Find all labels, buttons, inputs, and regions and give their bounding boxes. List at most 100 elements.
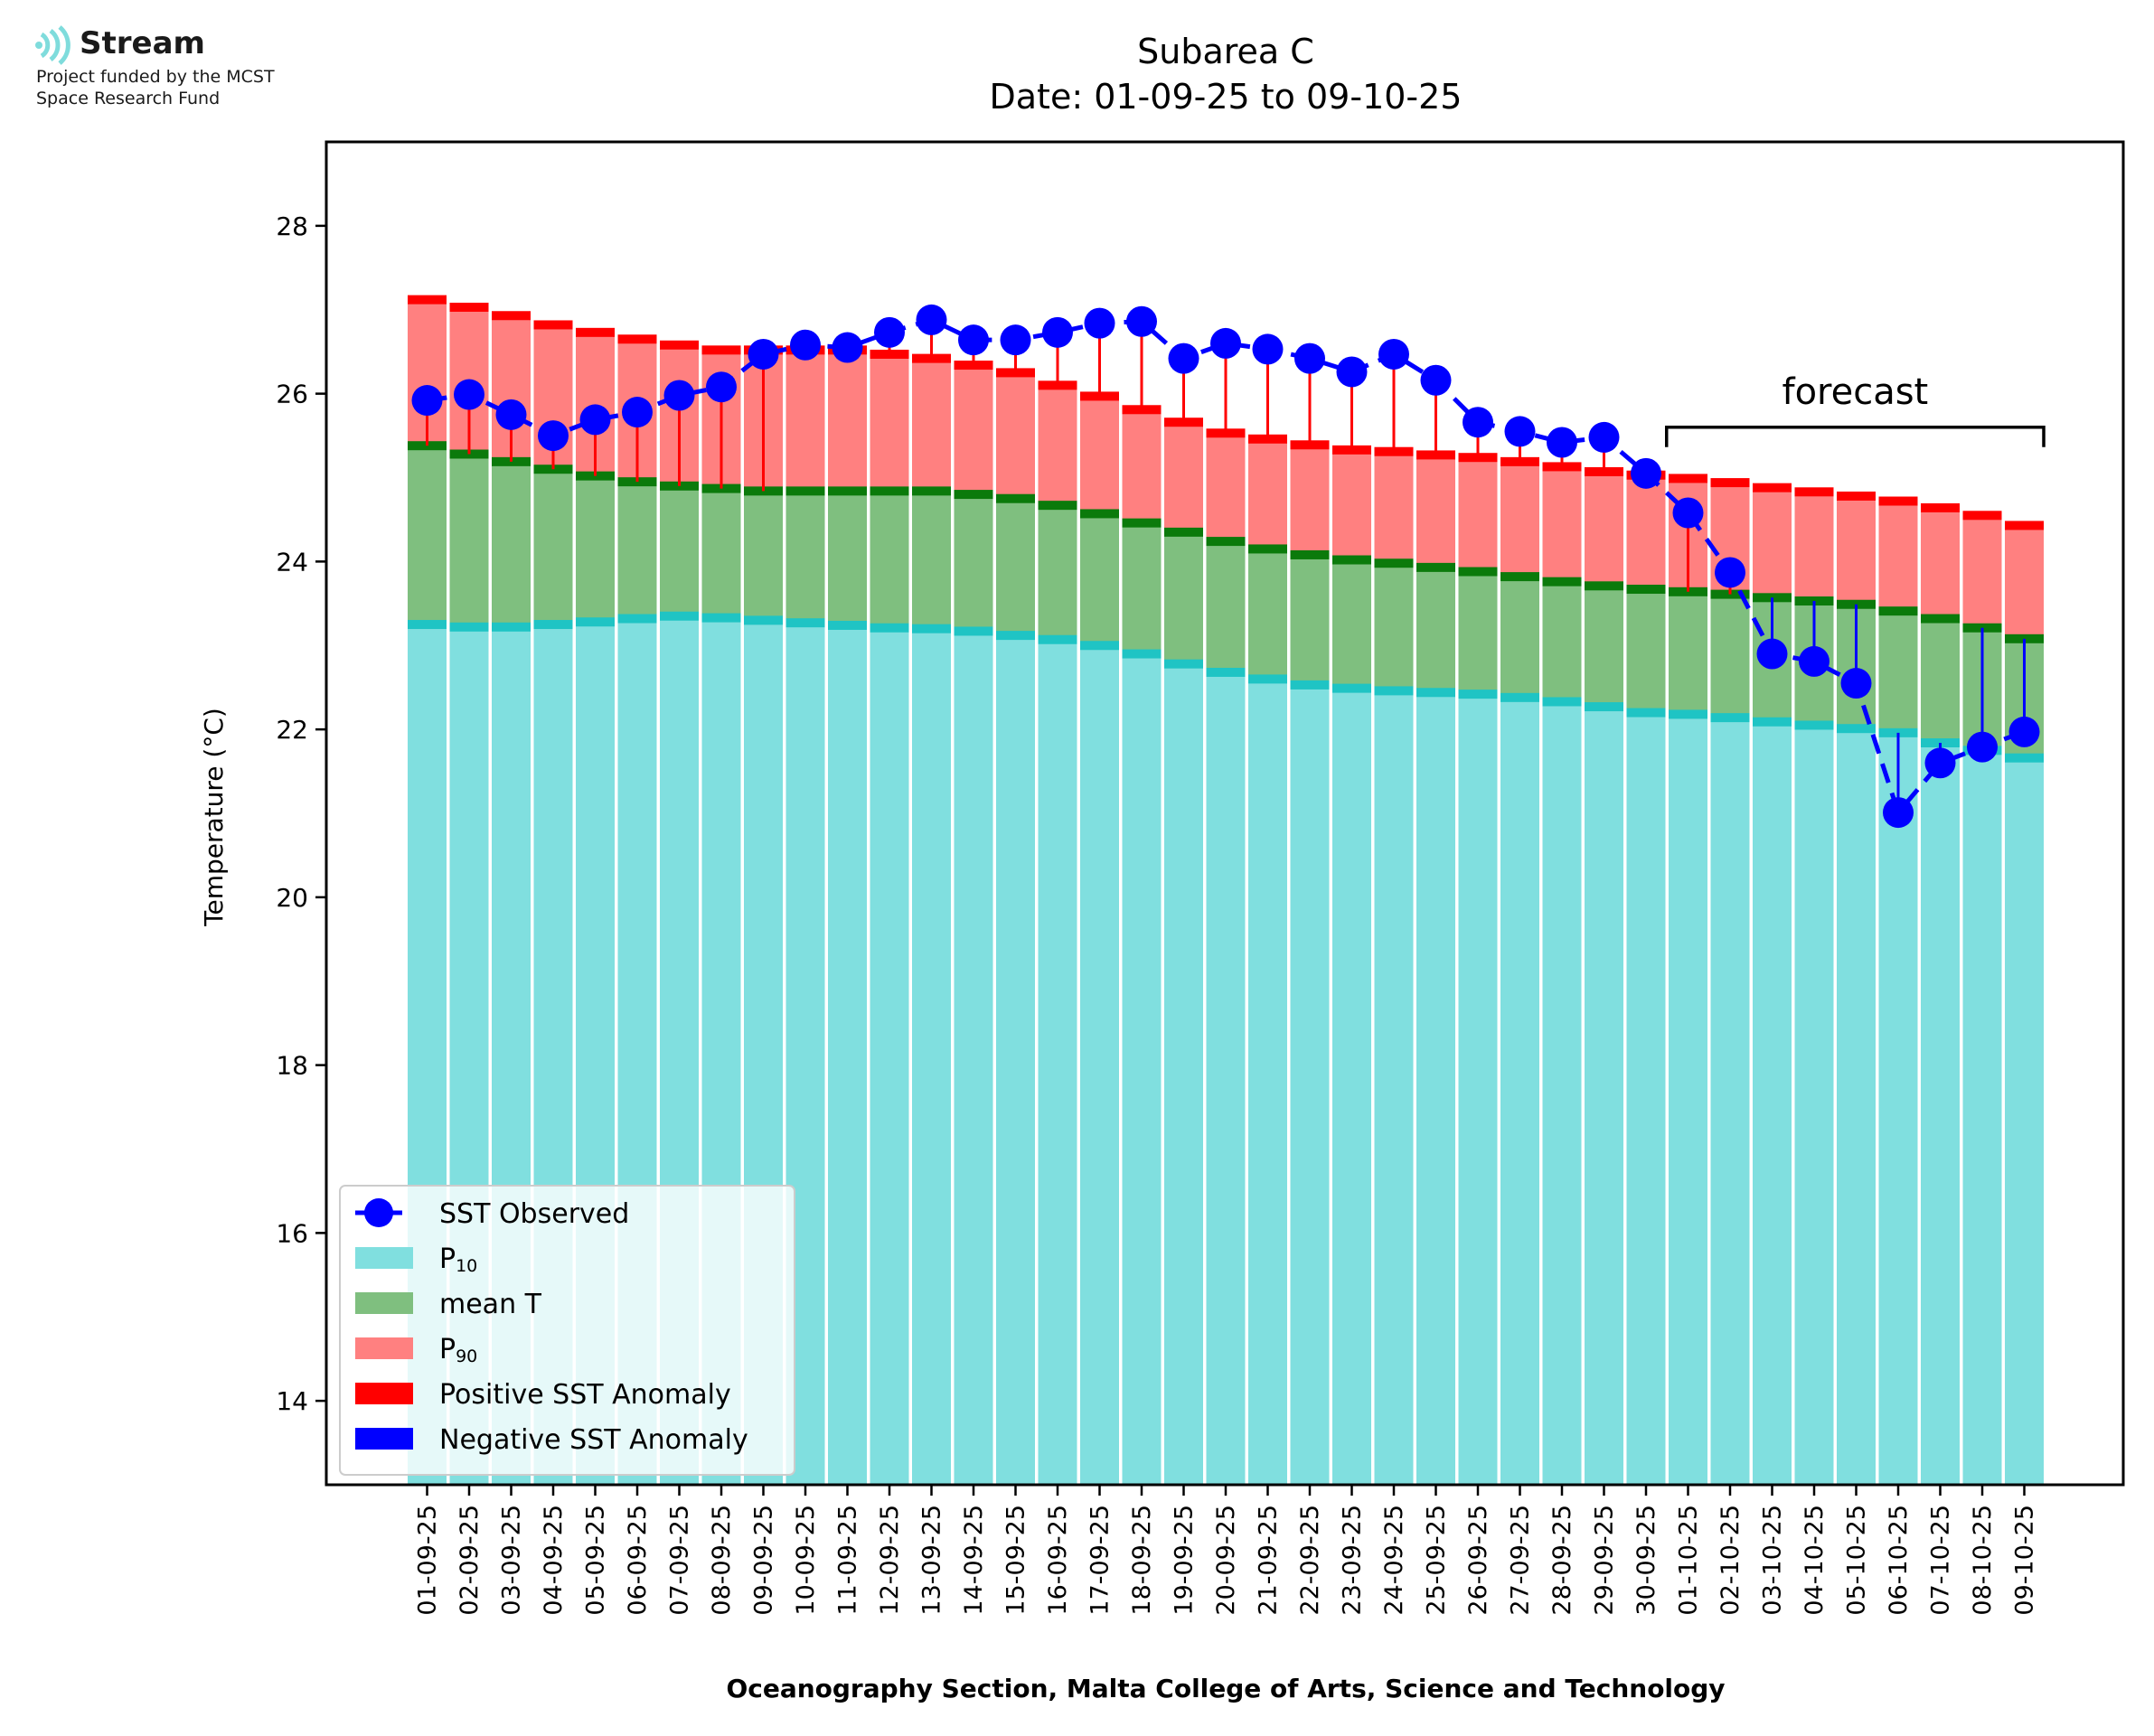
mean-bar-edge	[1458, 567, 1498, 577]
p10-bar	[1290, 684, 1330, 1485]
sst-observed-point	[1924, 747, 1956, 779]
y-tick-label: 24	[276, 547, 308, 577]
p10-bar-edge	[2005, 753, 2044, 763]
legend-patch	[355, 1428, 413, 1450]
sst-observed-point	[706, 371, 737, 403]
p10-bar	[1416, 692, 1455, 1485]
sst-observed-point	[748, 338, 779, 370]
x-tick-label: 06-09-25	[624, 1505, 652, 1616]
legend-patch	[355, 1247, 413, 1269]
p10-bar-edge	[996, 631, 1035, 641]
p10-bar-edge	[1122, 649, 1162, 659]
legend-patch	[355, 1292, 413, 1314]
sst-observed-point	[1420, 364, 1452, 396]
sst-observed-point	[1168, 343, 1199, 374]
mean-bar-edge	[1626, 585, 1666, 595]
x-tick-label: 29-09-25	[1591, 1505, 1619, 1616]
p90-bar-edge	[1921, 502, 1960, 512]
p10-bar	[1710, 718, 1750, 1485]
axes-layer: 14 16 18 20 22 24 26 28 01-09-25 02-09-25 03-09-25…	[276, 140, 2125, 1616]
x-tick-label: 09-09-25	[750, 1505, 778, 1616]
p10-bar	[1248, 679, 1287, 1485]
forecast-label: forecast	[1782, 371, 1928, 413]
logo-name: Stream	[80, 25, 205, 61]
y-tick-label: 14	[276, 1386, 308, 1416]
sst-observed-point	[874, 316, 905, 348]
mean-bar-edge	[1080, 509, 1119, 519]
p90-bar-edge	[533, 320, 573, 330]
y-axis-label: Temperature (°C)	[199, 708, 229, 927]
p10-bar-edge	[1248, 674, 1287, 684]
legend-marker-swatch	[364, 1198, 393, 1227]
sst-observed-point	[538, 420, 569, 452]
y-tick-label: 18	[276, 1051, 308, 1081]
x-tick-label: 08-10-25	[1969, 1505, 1997, 1616]
mean-bar-edge	[1585, 581, 1623, 591]
p10-bar-edge	[1332, 683, 1371, 693]
p90-bar-edge	[492, 311, 531, 321]
x-tick-label: 16-09-25	[1044, 1505, 1072, 1616]
forecast-annotation: forecast	[1665, 371, 2046, 447]
sst-observed-point	[1126, 305, 1157, 337]
x-tick-label: 20-09-25	[1212, 1505, 1240, 1616]
p90-bar-edge	[449, 302, 489, 312]
x-tick-label: 03-10-25	[1759, 1505, 1787, 1616]
p90-bar-edge	[576, 327, 615, 337]
legend-patch	[355, 1383, 413, 1404]
x-tick-label: 25-09-25	[1423, 1505, 1451, 1616]
x-tick-label: 05-10-25	[1843, 1505, 1871, 1616]
p10-bar-edge	[617, 614, 657, 624]
x-tick-label: 04-10-25	[1801, 1505, 1829, 1616]
p10-bar-edge	[1458, 690, 1498, 699]
sst-observed-point	[1967, 731, 1998, 763]
p10-bar-edge	[785, 618, 825, 628]
sst-observed-point	[916, 304, 947, 335]
legend-label: Positive SST Anomaly	[439, 1379, 731, 1411]
p10-bar-edge	[1794, 720, 1834, 730]
p10-bar	[1962, 750, 2002, 1485]
p10-bar	[1878, 732, 1918, 1485]
legend-label: mean T	[439, 1289, 542, 1320]
x-tick-label: 28-09-25	[1548, 1505, 1576, 1616]
sst-observed-point	[1883, 797, 1914, 829]
p90-bar-edge	[1669, 474, 1707, 483]
p10-bar	[1038, 639, 1077, 1485]
sst-observed-point	[1840, 668, 1872, 699]
p90-bar-edge	[1837, 491, 1876, 501]
x-tick-label: 14-09-25	[960, 1505, 988, 1616]
sst-observed-point	[1799, 645, 1829, 677]
p10-bar-edge	[1500, 692, 1539, 702]
p90-bar-edge	[1962, 511, 2002, 521]
p10-bar	[1458, 694, 1498, 1485]
p10-bar	[1585, 707, 1623, 1485]
p10-bar-edge	[660, 611, 699, 621]
x-tick-label: 01-10-25	[1675, 1505, 1703, 1616]
sst-observed-point	[1000, 324, 1031, 356]
x-tick-label: 21-09-25	[1255, 1505, 1283, 1616]
sst-observed-point	[1294, 343, 1325, 374]
p10-bar-edge	[449, 622, 489, 632]
x-tick-label: 26-09-25	[1464, 1505, 1492, 1616]
p10-bar-edge	[1038, 634, 1077, 644]
x-tick-label: 11-09-25	[834, 1505, 862, 1616]
p10-bar	[828, 624, 867, 1485]
x-tick-label: 02-09-25	[456, 1505, 484, 1616]
p10-bar-edge	[533, 620, 573, 630]
mean-bar-edge	[1248, 544, 1287, 554]
chart-title: Subarea C	[1137, 32, 1314, 71]
mean-bar-edge	[1122, 518, 1162, 528]
p10-bar-edge	[1753, 717, 1792, 727]
p10-bar-edge	[1374, 686, 1414, 696]
p10-bar-edge	[828, 620, 867, 630]
x-tick-label: 12-09-25	[876, 1505, 904, 1616]
p10-bar	[2005, 757, 2044, 1485]
p10-bar	[1794, 725, 1834, 1485]
p90-bar-edge	[408, 295, 447, 305]
x-tick-label: 18-09-25	[1128, 1505, 1156, 1616]
sst-observed-point	[1756, 638, 1788, 670]
p10-bar-edge	[1669, 709, 1707, 719]
x-tick-label: 09-10-25	[2011, 1505, 2039, 1616]
observed-layer	[411, 304, 2040, 829]
p10-bar	[1332, 688, 1371, 1485]
p90-bar-edge	[1794, 487, 1834, 497]
